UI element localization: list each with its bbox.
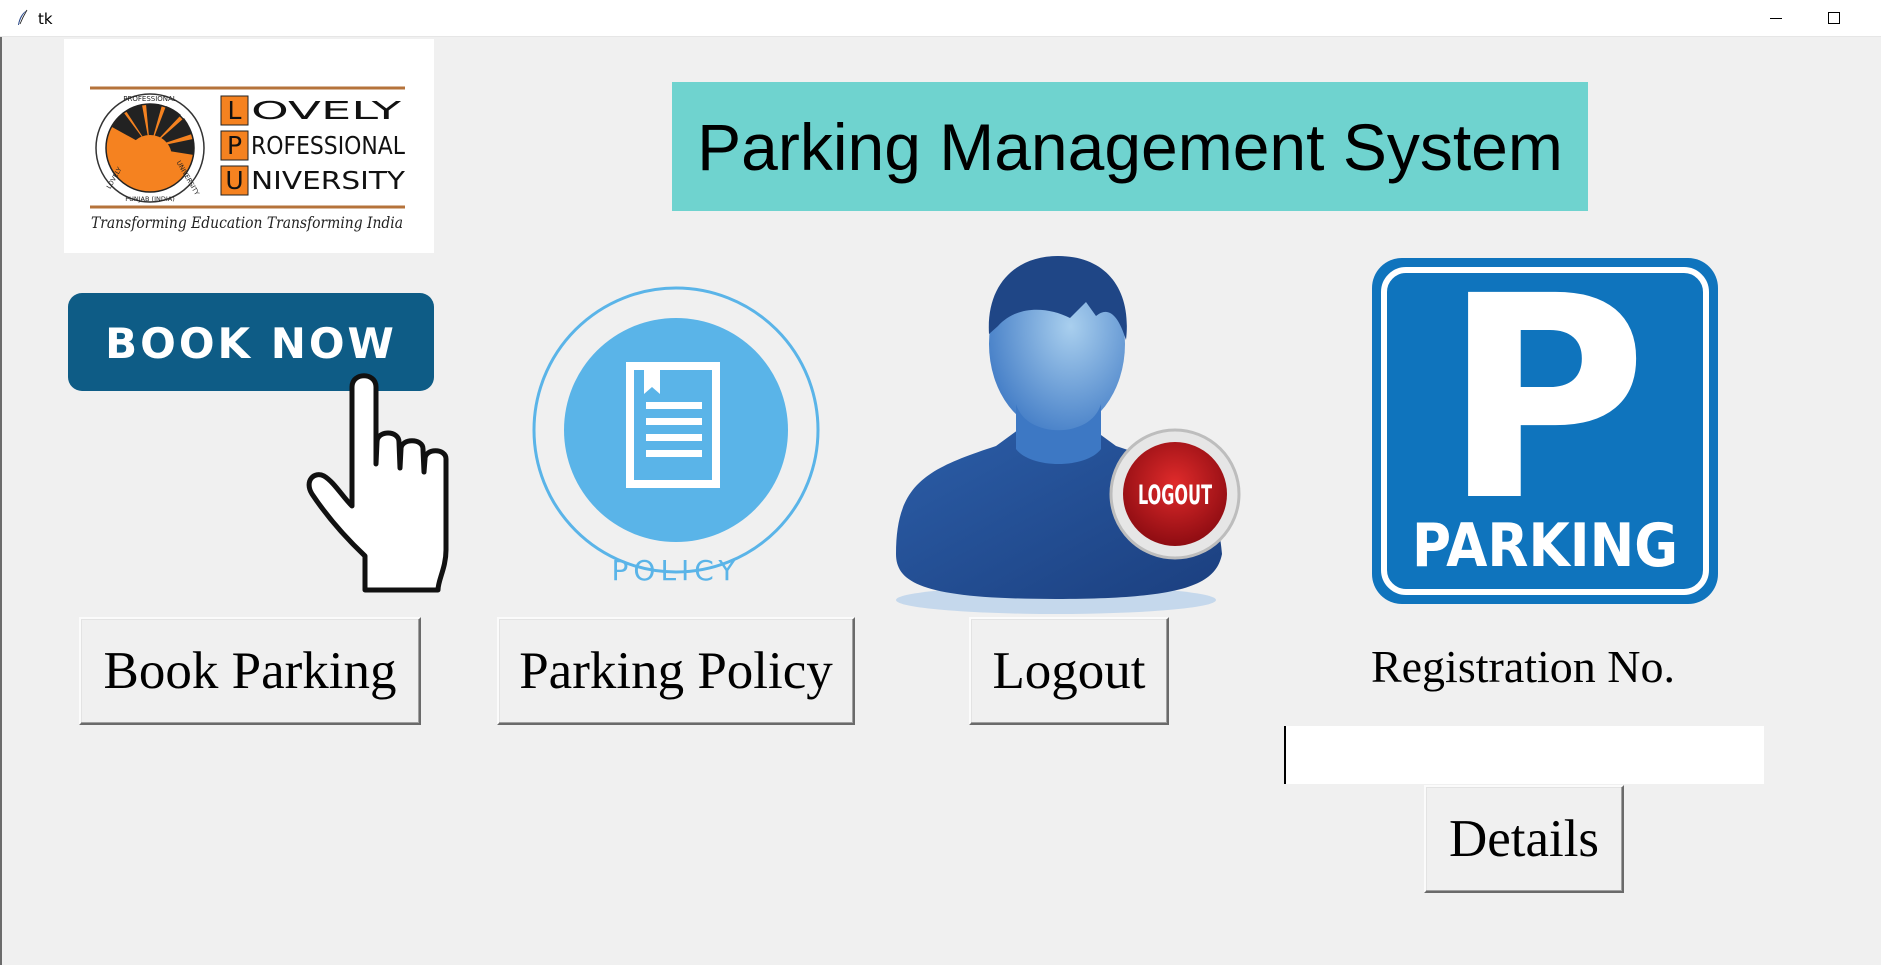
seal-icon: PROFESSIONAL LOVELY UNIVERSITY PUNJAB (I… — [95, 93, 205, 203]
svg-text:L: L — [228, 96, 242, 125]
document-icon — [626, 362, 720, 488]
book-now-image: BOOK NOW — [66, 288, 476, 598]
registration-input[interactable] — [1284, 726, 1764, 784]
svg-text:PROFESSIONAL: PROFESSIONAL — [123, 95, 177, 103]
svg-text:ROFESSIONAL: ROFESSIONAL — [251, 131, 405, 160]
maximize-button[interactable] — [1806, 0, 1862, 37]
svg-text:NIVERSITY: NIVERSITY — [251, 166, 406, 195]
svg-text:PARKING: PARKING — [1412, 511, 1678, 581]
page-title-banner: Parking Management System — [672, 82, 1588, 211]
feather-icon — [18, 9, 28, 25]
parking-sign-image: P PARKING — [1370, 237, 1720, 606]
parking-policy-button[interactable]: Parking Policy — [497, 617, 855, 725]
svg-text:P: P — [227, 131, 242, 160]
book-parking-button[interactable]: Book Parking — [79, 617, 421, 725]
university-logo: PROFESSIONAL LOVELY UNIVERSITY PUNJAB (I… — [64, 39, 434, 253]
svg-text:OVELY: OVELY — [251, 96, 402, 125]
logout-user-image: LOGOUT — [886, 254, 1242, 616]
svg-text:U: U — [225, 166, 243, 195]
svg-text:LOGOUT: LOGOUT — [1138, 480, 1212, 511]
svg-text:P: P — [1442, 256, 1647, 563]
registration-label: Registration No. — [1370, 641, 1676, 692]
policy-image: POLICY — [528, 284, 824, 590]
logout-icon: LOGOUT — [1109, 428, 1241, 560]
details-button[interactable]: Details — [1424, 785, 1624, 893]
svg-text:Transforming Education Transfo: Transforming Education Transforming Indi… — [91, 213, 403, 232]
window-border — [0, 37, 2, 965]
window-title: tk — [38, 10, 53, 28]
svg-text:BOOK NOW: BOOK NOW — [105, 319, 397, 368]
pointer-hand-icon — [306, 373, 449, 593]
title-bar: tk — [0, 0, 1881, 37]
minimize-button[interactable] — [1748, 0, 1804, 37]
svg-text:PUNJAB (INDIA): PUNJAB (INDIA) — [125, 195, 175, 203]
page-title: Parking Management System — [697, 109, 1563, 184]
svg-text:POLICY: POLICY — [612, 554, 741, 587]
logout-button[interactable]: Logout — [969, 617, 1169, 725]
